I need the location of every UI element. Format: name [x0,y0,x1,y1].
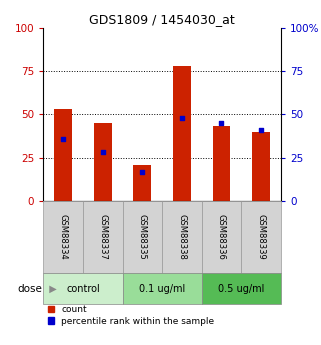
Bar [43,273,123,304]
Text: GSM88336: GSM88336 [217,214,226,260]
Bar [173,66,191,201]
Point [219,120,224,126]
Text: 0.5 ug/ml: 0.5 ug/ml [218,284,265,294]
Point [61,136,66,141]
Bar [202,273,281,304]
Text: GSM88334: GSM88334 [59,214,68,260]
Bar [94,123,112,201]
Bar [43,201,83,273]
Bar [123,201,162,273]
Title: GDS1809 / 1454030_at: GDS1809 / 1454030_at [89,13,235,27]
Bar [202,201,241,273]
Point [179,115,185,120]
Text: GSM88338: GSM88338 [178,214,187,260]
Point [258,127,264,133]
Bar [134,165,151,201]
Bar [241,201,281,273]
Bar [213,126,230,201]
Bar [83,201,123,273]
Text: ▶: ▶ [43,284,56,294]
Bar [54,109,72,201]
Point [100,150,105,155]
Text: GSM88335: GSM88335 [138,214,147,260]
Bar [123,273,202,304]
Bar [162,201,202,273]
Text: 0.1 ug/ml: 0.1 ug/ml [139,284,185,294]
Text: control: control [66,284,100,294]
Text: GSM88337: GSM88337 [98,214,107,260]
Legend: count, percentile rank within the sample: count, percentile rank within the sample [48,305,214,326]
Bar [252,132,270,201]
Text: GSM88339: GSM88339 [256,214,265,260]
Text: dose: dose [18,284,43,294]
Point [140,169,145,174]
